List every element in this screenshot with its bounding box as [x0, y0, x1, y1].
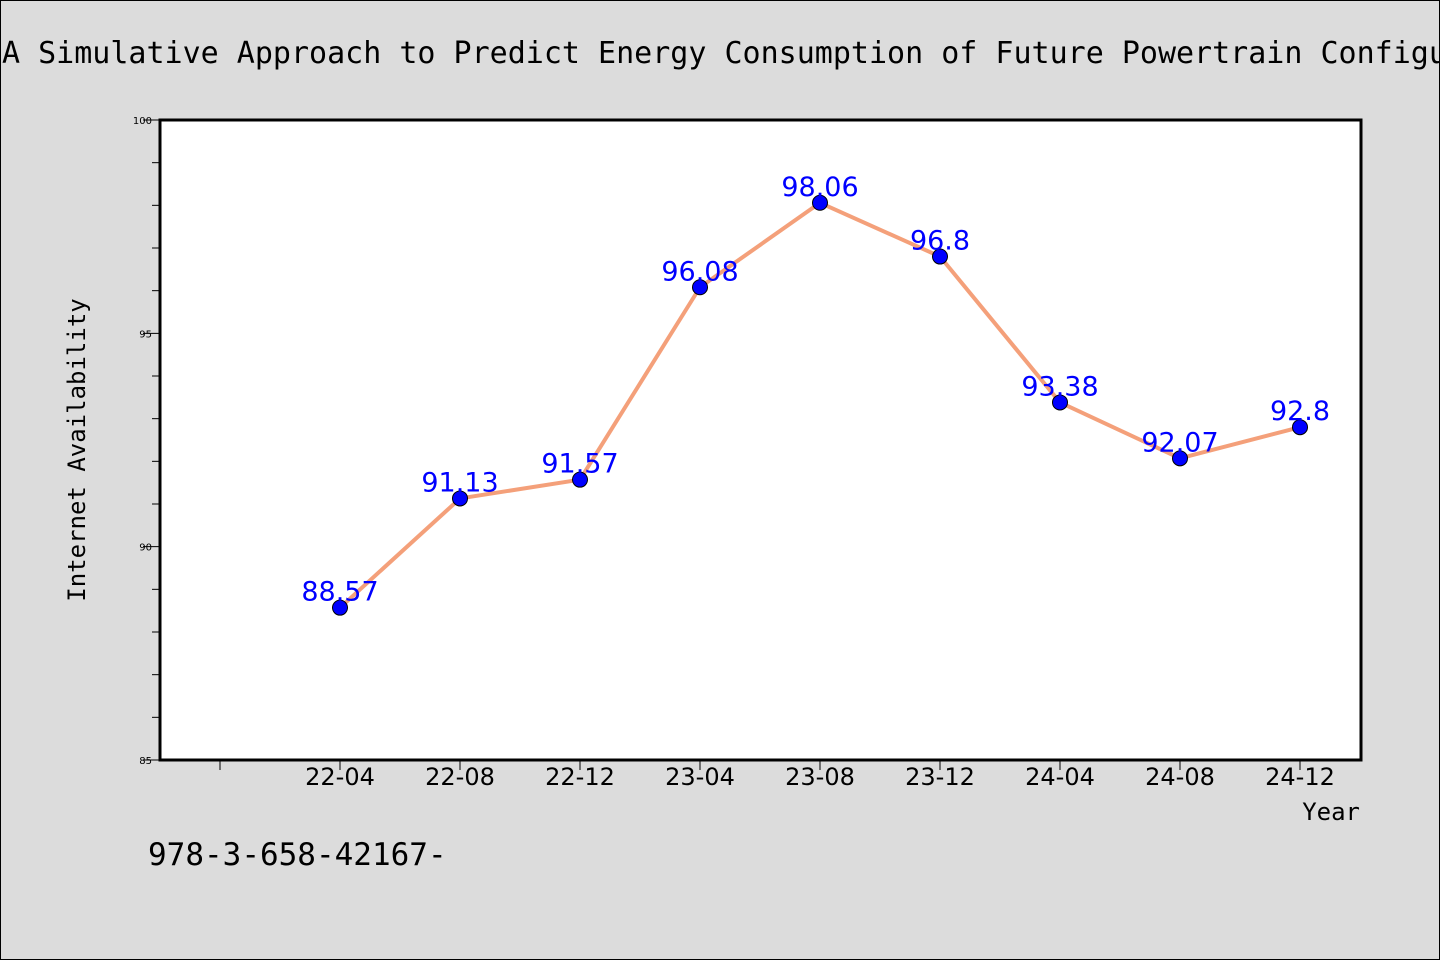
data-point: [1292, 419, 1308, 436]
x-tick-label: 24-04: [1025, 763, 1095, 791]
data-point: [1052, 394, 1068, 411]
y-tick-label: 100: [133, 116, 152, 127]
y-axis-ticks: 85 90 95 100: [133, 116, 160, 767]
y-tick-label: 90: [139, 543, 152, 554]
data-label: 92.8: [1270, 396, 1330, 427]
x-axis-label: Year: [1302, 798, 1360, 826]
data-point: [572, 471, 588, 488]
y-tick-label: 85: [139, 756, 152, 767]
data-label: 96.08: [661, 256, 738, 287]
x-axis-ticks: 22-04 22-08 22-12 23-04 23-08 23-12 24-04 24-08…: [219, 760, 1335, 791]
x-tick-label: 22-08: [425, 763, 495, 791]
data-point: [1172, 450, 1188, 467]
data-label: 91.13: [421, 467, 498, 498]
plot-area: [158, 118, 1363, 762]
data-point: [692, 279, 708, 296]
data-label: 93.38: [1021, 371, 1098, 402]
x-tick-label: 24-12: [1265, 763, 1335, 791]
x-tick-label: 24-08: [1145, 763, 1215, 791]
data-point: [332, 599, 348, 616]
data-point: [812, 194, 828, 211]
data-label: 96.8: [910, 226, 970, 257]
data-label: 88.57: [301, 577, 378, 608]
x-tick-label: 23-12: [905, 763, 975, 791]
data-label: 92.07: [1141, 427, 1218, 458]
x-tick-label: 22-12: [545, 763, 615, 791]
y-tick-label: 95: [139, 329, 152, 340]
x-tick-label: 23-04: [665, 763, 735, 791]
footer-text: 978-3-658-42167-: [148, 837, 447, 873]
data-point: [932, 248, 948, 265]
y-axis-label: Internet Availability: [63, 298, 91, 601]
series-group: 88.57 91.13 91.57 96.08 98.06 96.8 93.38 92.07 9…: [301, 172, 1330, 616]
data-point: [452, 490, 468, 507]
x-tick-label: 22-04: [305, 763, 375, 791]
x-tick-label: 23-08: [785, 763, 855, 791]
data-label: 91.57: [541, 449, 618, 480]
data-label: 98.06: [781, 172, 858, 203]
chart-title: A Simulative Approach to Predict Energy …: [2, 36, 1440, 71]
